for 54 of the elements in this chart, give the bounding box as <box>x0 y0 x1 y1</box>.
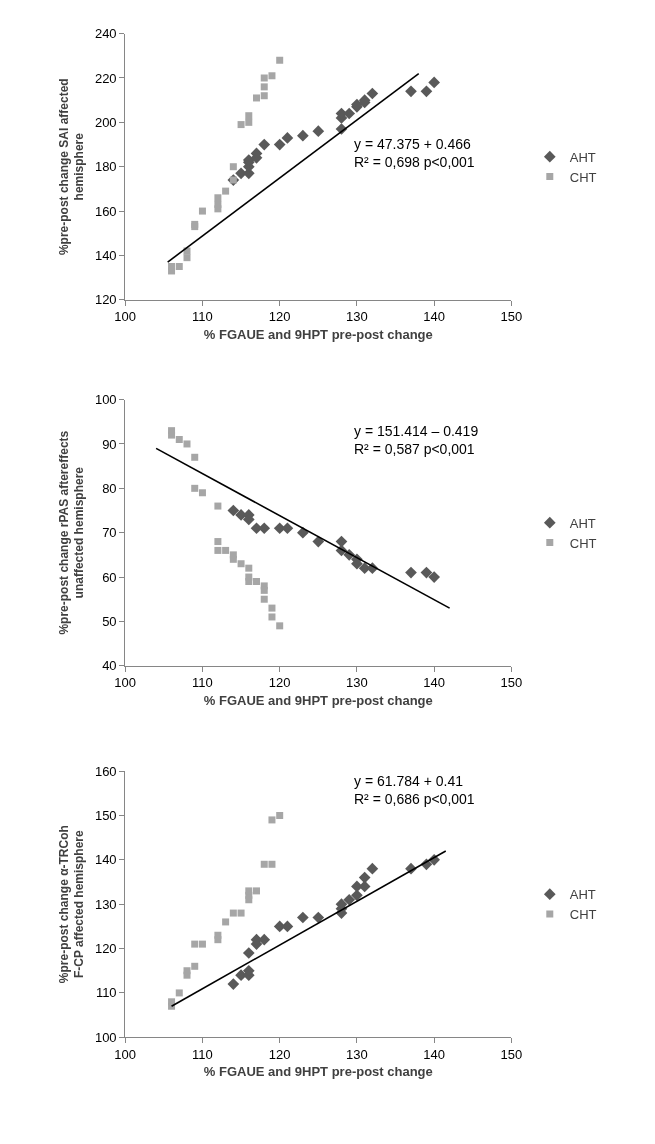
y-tick-label: 130 <box>94 896 117 912</box>
x-axis-title: % FGAUE and 9HPT pre-post change <box>203 1064 433 1080</box>
y-tick-label: 50 <box>102 613 117 629</box>
y-tick-label: 40 <box>102 658 117 674</box>
x-tick-label: 120 <box>268 309 291 325</box>
y-axis-title: %pre-post change α-TRCoh F-CP affected hemisphere <box>56 825 87 984</box>
x-tick-label: 150 <box>500 675 523 691</box>
annotation: y = 151.414 – 0.419 R² = 0,587 p<0,001 <box>354 423 479 458</box>
x-tick-label: 100 <box>114 309 137 325</box>
annotation: y = 61.784 + 0.41 R² = 0,686 p<0,001 <box>354 773 475 808</box>
legend-label: CHT <box>569 535 597 551</box>
x-tick-label: 150 <box>500 1046 523 1062</box>
y-tick-label: 90 <box>102 436 117 452</box>
y-tick-label: 120 <box>94 292 117 308</box>
legend-label: CHT <box>569 907 597 923</box>
legend-label: AHT <box>569 515 596 531</box>
y-tick-label: 140 <box>94 247 117 263</box>
y-tick-label: 220 <box>94 70 117 86</box>
x-tick-label: 140 <box>423 1046 446 1062</box>
y-tick-label: 160 <box>94 763 117 779</box>
y-tick-label: 100 <box>94 392 117 408</box>
legend-label: AHT <box>569 149 596 165</box>
legend-label: CHT <box>569 169 597 185</box>
y-tick-label: 140 <box>94 852 117 868</box>
y-tick-label: 180 <box>94 159 117 175</box>
y-tick-label: 80 <box>102 480 117 496</box>
y-tick-label: 120 <box>94 941 117 957</box>
x-tick-label: 110 <box>192 675 213 691</box>
x-tick-label: 150 <box>500 309 523 325</box>
y-tick-label: 240 <box>94 26 117 42</box>
y-axis-title: %pre-post change rPAS aftereffects unaffected hemisphere <box>56 430 87 635</box>
x-tick-label: 130 <box>346 675 368 691</box>
x-tick-label: 110 <box>192 309 213 325</box>
x-tick-label: 100 <box>114 1046 137 1062</box>
y-tick-label: 200 <box>94 114 117 130</box>
x-tick-label: 140 <box>423 675 446 691</box>
x-tick-label: 110 <box>192 1046 213 1062</box>
y-axis-title: %pre-post change SAI affected hemisphere <box>56 78 87 256</box>
x-tick-label: 140 <box>423 309 446 325</box>
y-tick-label: 150 <box>94 808 117 824</box>
y-tick-label: 100 <box>94 1029 117 1045</box>
annotation: y = 47.375 + 0.466 R² = 0,698 p<0,001 <box>354 136 475 171</box>
y-tick-label: 60 <box>102 569 117 585</box>
y-tick-label: 160 <box>94 203 117 219</box>
x-tick-label: 120 <box>268 1046 291 1062</box>
x-tick-label: 100 <box>114 675 137 691</box>
y-tick-label: 70 <box>102 525 117 541</box>
x-tick-label: 130 <box>346 309 368 325</box>
y-tick-label: 110 <box>95 985 117 1001</box>
x-axis-title: % FGAUE and 9HPT pre-post change <box>203 692 433 708</box>
legend-label: AHT <box>569 887 596 903</box>
x-axis-title: % FGAUE and 9HPT pre-post change <box>203 326 433 342</box>
x-tick-label: 120 <box>268 675 291 691</box>
x-tick-label: 130 <box>346 1046 368 1062</box>
